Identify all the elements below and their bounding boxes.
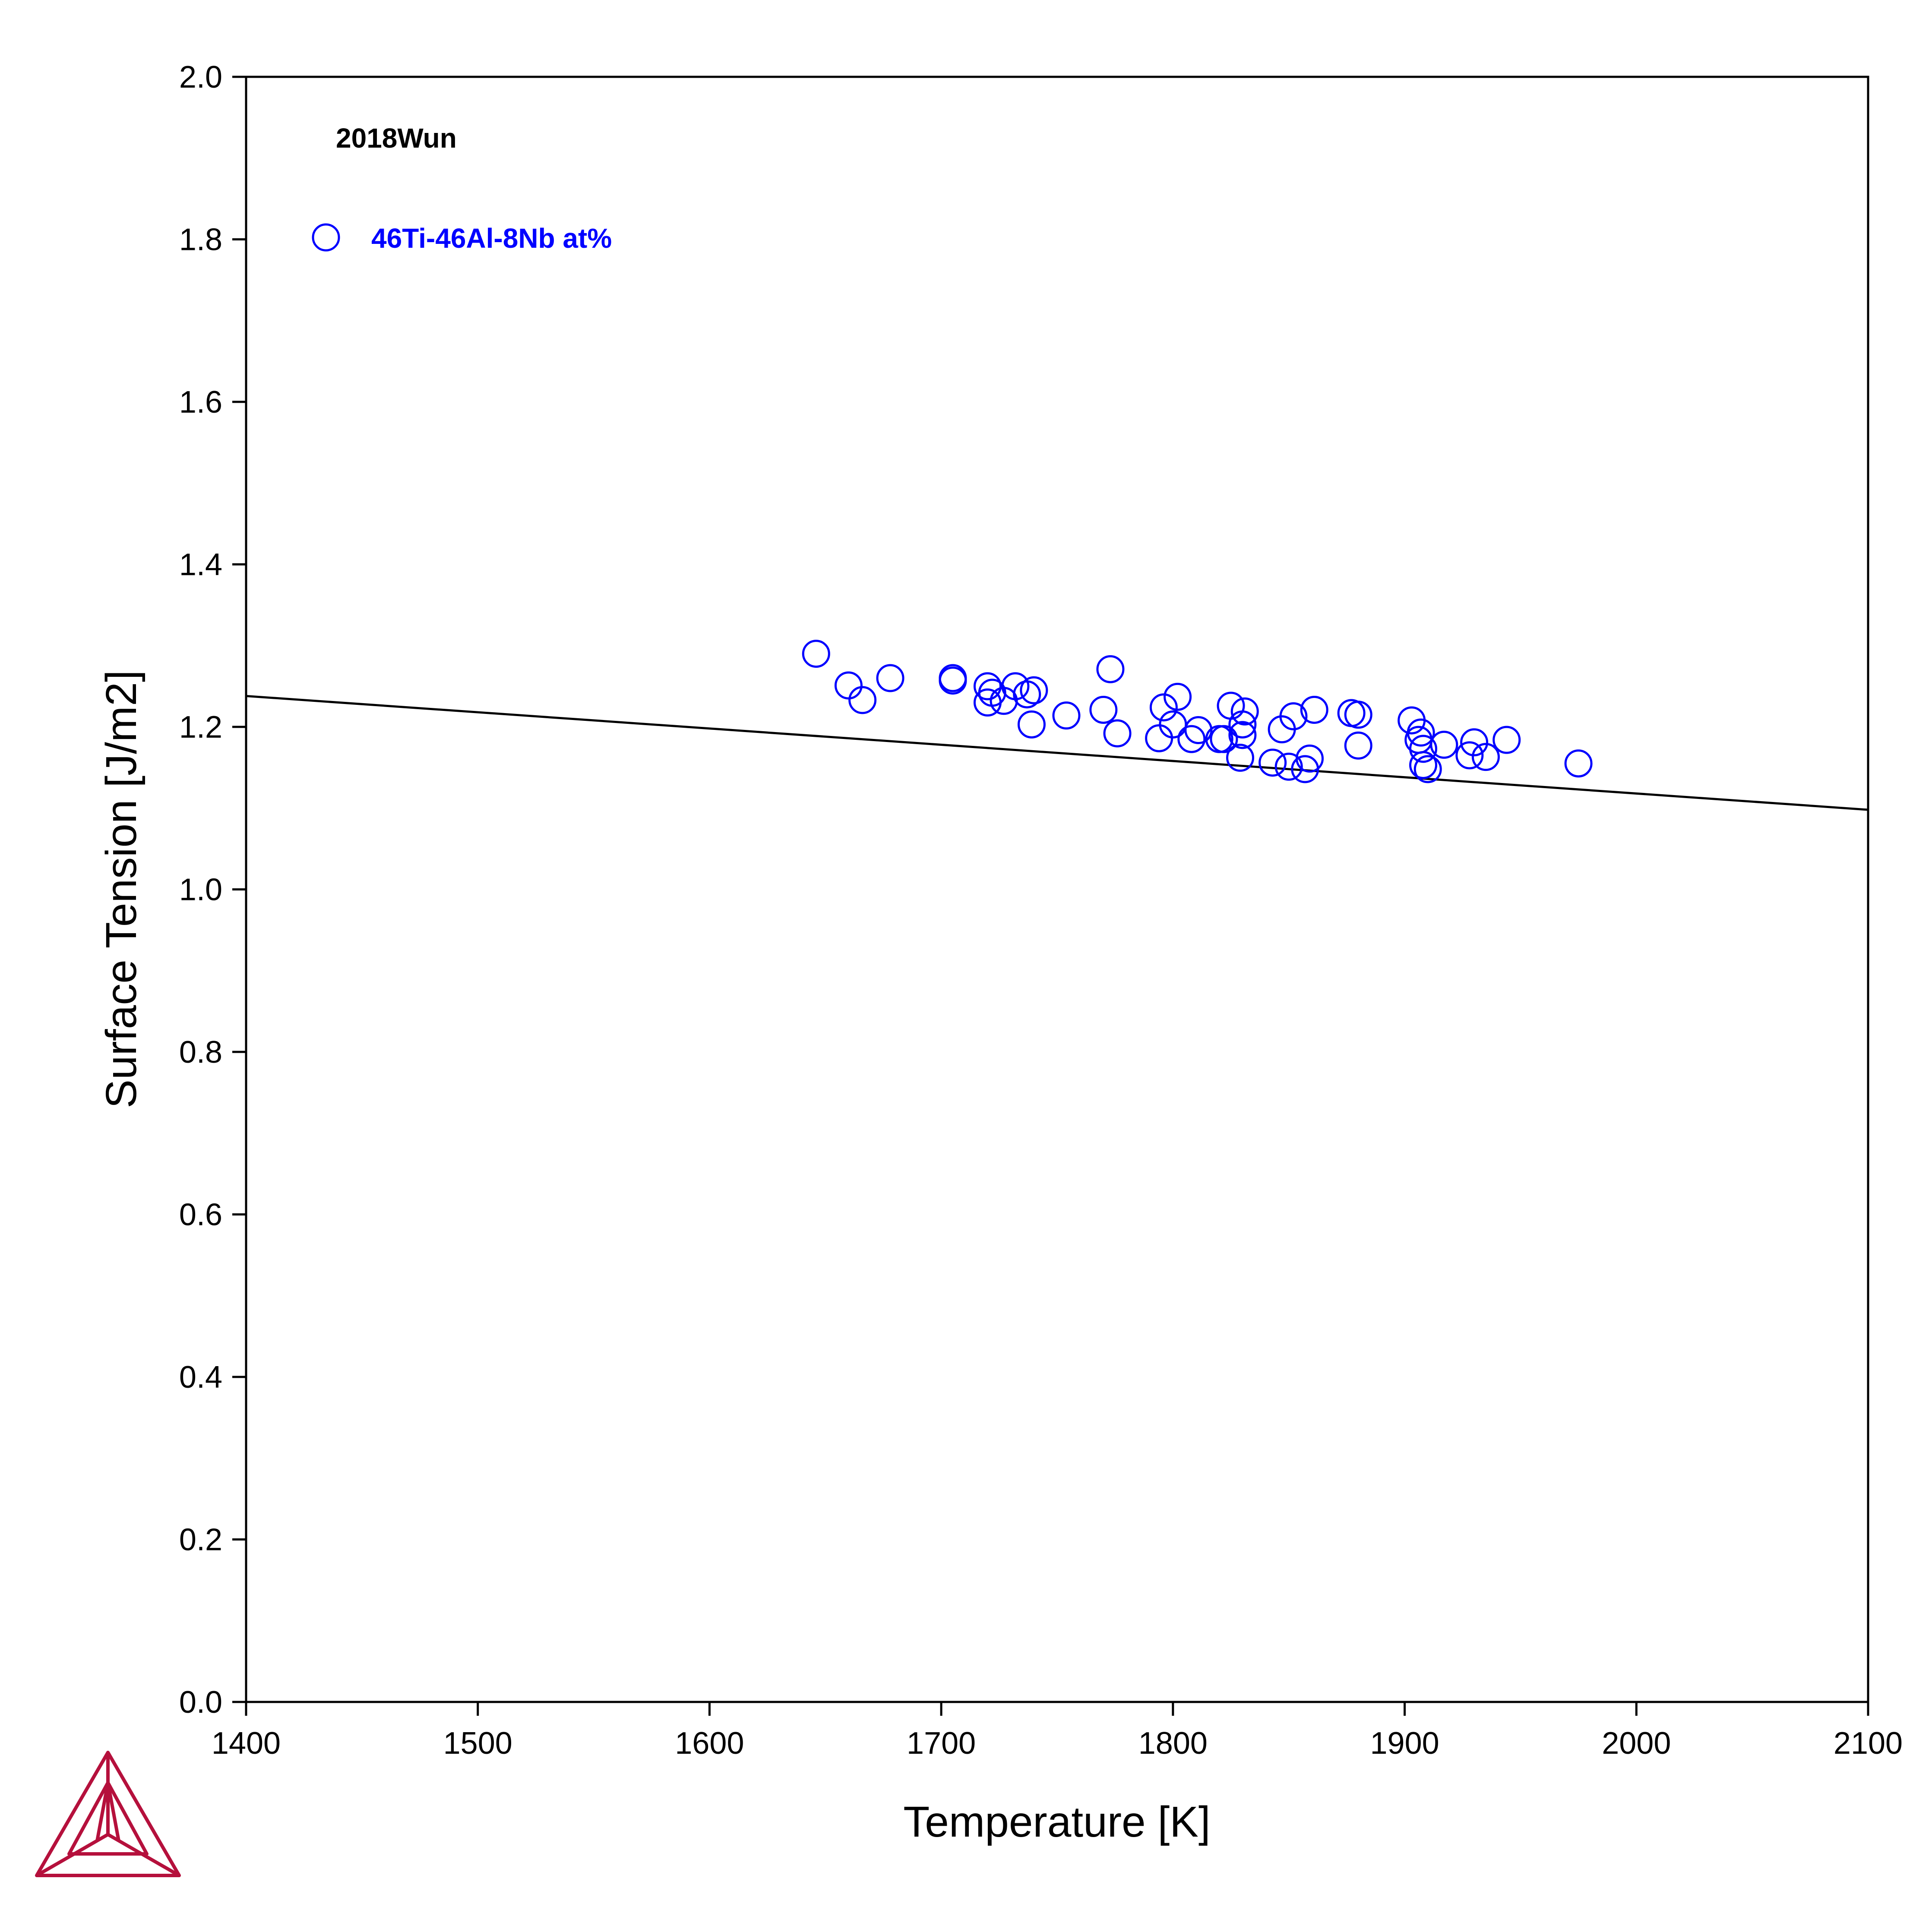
data-point	[1492, 726, 1521, 754]
data-point	[1409, 751, 1438, 779]
data-point	[1455, 741, 1484, 770]
source-label: 2018Wun	[336, 123, 457, 154]
data-point	[1228, 721, 1257, 749]
data-point	[1228, 710, 1257, 739]
data-point	[1407, 718, 1435, 747]
x-tick-label: 2100	[1834, 1726, 1903, 1761]
legend-marker	[312, 223, 340, 252]
data-point	[1274, 752, 1303, 781]
data-point	[1258, 748, 1287, 777]
x-tick-label: 1600	[675, 1726, 744, 1761]
data-point	[939, 666, 967, 695]
data-point	[1413, 755, 1442, 783]
data-point	[1300, 695, 1328, 724]
y-tick-label: 1.0	[179, 873, 222, 907]
calculated-line-layer	[246, 695, 1869, 811]
data-point	[1020, 676, 1048, 704]
calculated-surface-tension-line	[246, 695, 1869, 811]
data-point	[1226, 744, 1255, 772]
data-point	[1430, 730, 1458, 759]
legend-label: 46Ti-46Al-8Nb at%	[371, 223, 612, 254]
data-point	[848, 686, 877, 714]
data-point	[1471, 743, 1500, 771]
x-axis: 1400 1500 1600 1700 1800 1900 2000 2100	[212, 1702, 1903, 1761]
data-point	[1344, 731, 1372, 760]
data-point	[1164, 682, 1192, 711]
y-tick-label: 0.2	[179, 1523, 222, 1557]
x-tick-label: 1700	[907, 1726, 976, 1761]
data-point	[1344, 701, 1372, 729]
data-point	[1564, 749, 1593, 778]
y-tick-label: 0.4	[179, 1360, 222, 1395]
x-tick-label: 2000	[1602, 1726, 1671, 1761]
y-tick-label: 1.2	[179, 710, 222, 745]
logo-icon	[35, 1751, 181, 1877]
y-tick-label: 0.6	[179, 1198, 222, 1232]
data-point	[1230, 697, 1259, 726]
data-point	[876, 664, 904, 692]
data-point	[1017, 710, 1046, 739]
data-point	[1296, 744, 1324, 773]
x-axis-title: Temperature [K]	[903, 1798, 1210, 1846]
x-tick-label: 1800	[1138, 1726, 1208, 1761]
data-point	[1460, 728, 1489, 757]
y-tick-label: 1.4	[179, 548, 222, 582]
data-point	[1210, 725, 1238, 753]
data-point	[1409, 735, 1438, 763]
x-tick-label: 1500	[443, 1726, 512, 1761]
y-tick-label: 1.6	[179, 385, 222, 420]
data-point	[1052, 701, 1081, 730]
y-tick-label: 0.8	[179, 1035, 222, 1070]
y-tick-label: 1.8	[179, 223, 222, 257]
data-point	[1096, 655, 1125, 683]
data-point	[973, 672, 1002, 701]
data-point	[1103, 719, 1132, 748]
data-point-layer	[802, 640, 1593, 783]
data-point	[1279, 702, 1308, 731]
data-point	[1149, 693, 1178, 722]
legend: 46Ti-46Al-8Nb at%	[312, 223, 612, 254]
data-point	[1013, 680, 1041, 709]
data-point	[1177, 725, 1206, 753]
x-tick-label: 1900	[1370, 1726, 1439, 1761]
data-point	[802, 640, 830, 668]
x-tick-label: 1400	[212, 1726, 281, 1761]
y-axis: 0.0 0.2 0.4 0.6 0.8 1.0 1.2 1.4 1.6 1.8 2.0	[179, 60, 246, 1720]
y-axis-title: Surface Tension [J/m2]	[97, 670, 145, 1108]
y-tick-label: 2.0	[179, 60, 222, 95]
y-tick-label: 0.0	[179, 1685, 222, 1720]
data-point	[1089, 695, 1118, 724]
